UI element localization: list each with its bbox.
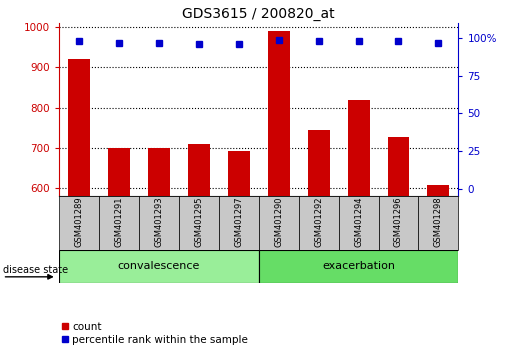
Text: GSM401295: GSM401295 bbox=[195, 197, 203, 247]
Bar bbox=[68, 59, 90, 354]
Text: disease state: disease state bbox=[3, 265, 67, 275]
Bar bbox=[139, 196, 179, 250]
Bar bbox=[259, 250, 458, 283]
Bar bbox=[339, 196, 379, 250]
Text: GSM401293: GSM401293 bbox=[154, 196, 163, 247]
Text: GSM401290: GSM401290 bbox=[274, 197, 283, 247]
Bar bbox=[228, 151, 250, 354]
Bar bbox=[427, 185, 450, 354]
Bar bbox=[299, 196, 339, 250]
Text: GSM401298: GSM401298 bbox=[434, 196, 443, 247]
Text: GSM401291: GSM401291 bbox=[115, 197, 124, 247]
Bar bbox=[219, 196, 259, 250]
Text: GSM401289: GSM401289 bbox=[75, 196, 83, 247]
Bar bbox=[259, 196, 299, 250]
Text: convalescence: convalescence bbox=[118, 261, 200, 272]
Text: GSM401297: GSM401297 bbox=[234, 196, 243, 247]
Bar bbox=[268, 31, 290, 354]
Text: exacerbation: exacerbation bbox=[322, 261, 395, 272]
Text: GSM401292: GSM401292 bbox=[314, 197, 323, 247]
Bar bbox=[148, 148, 170, 354]
Text: GSM401296: GSM401296 bbox=[394, 196, 403, 247]
Bar bbox=[108, 148, 130, 354]
Bar bbox=[418, 196, 458, 250]
Title: GDS3615 / 200820_at: GDS3615 / 200820_at bbox=[182, 7, 335, 21]
Legend: count, percentile rank within the sample: count, percentile rank within the sample bbox=[57, 317, 252, 349]
Bar bbox=[179, 196, 219, 250]
Bar bbox=[387, 137, 409, 354]
Bar bbox=[59, 250, 259, 283]
Bar bbox=[99, 196, 139, 250]
Bar bbox=[59, 196, 99, 250]
Text: GSM401294: GSM401294 bbox=[354, 197, 363, 247]
Bar bbox=[348, 100, 370, 354]
Bar bbox=[379, 196, 418, 250]
Bar bbox=[307, 130, 330, 354]
Bar bbox=[188, 144, 210, 354]
